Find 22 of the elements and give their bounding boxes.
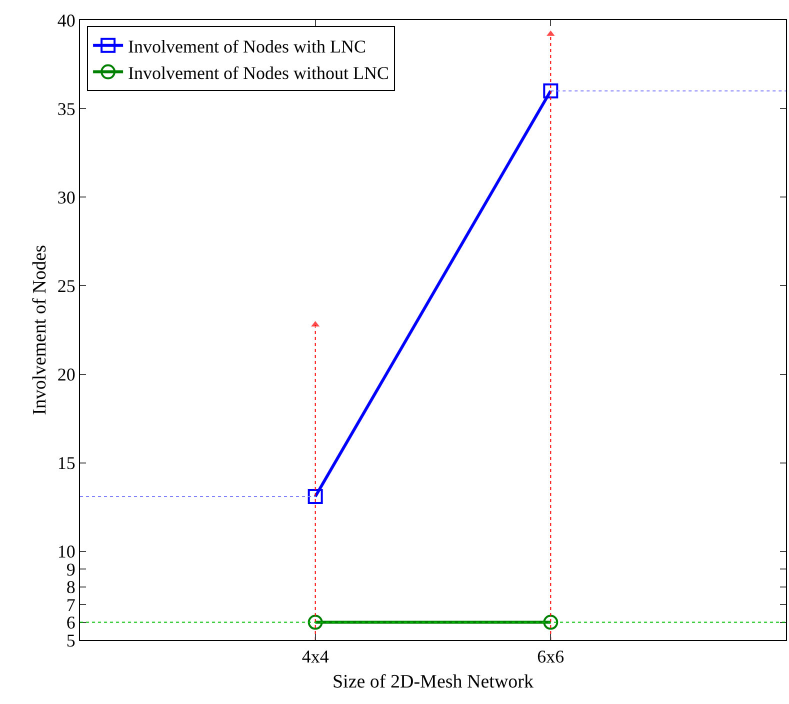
- y-tick-label: 20: [57, 364, 76, 385]
- y-axis-title: Involvement of Nodes: [29, 245, 50, 415]
- x-tick-label: 4x4: [302, 646, 329, 667]
- y-tick-label: 9: [66, 559, 76, 580]
- x-axis-title: Size of 2D-Mesh Network: [332, 671, 534, 692]
- y-tick-label: 40: [57, 10, 76, 30]
- legend-label: Involvement of Nodes with LNC: [128, 36, 366, 56]
- y-tick-label: 25: [57, 276, 76, 296]
- y-tick-label: 15: [57, 453, 76, 474]
- point: [308, 614, 323, 630]
- point: [543, 83, 558, 98]
- y-tick-label: 5: [66, 630, 76, 650]
- point: [308, 489, 323, 504]
- legend-label: Involvement of Nodes without LNC: [128, 62, 390, 83]
- y-tick-label: 10: [57, 542, 76, 562]
- y-tick-label: 35: [57, 98, 76, 119]
- y-tick-label: 7: [66, 594, 76, 615]
- x-tick-label: 6x6: [537, 646, 564, 667]
- y-tick-label: 6: [66, 612, 76, 633]
- y-tick-label: 30: [57, 187, 76, 208]
- y-tick-label: 8: [66, 577, 76, 598]
- point: [543, 614, 558, 630]
